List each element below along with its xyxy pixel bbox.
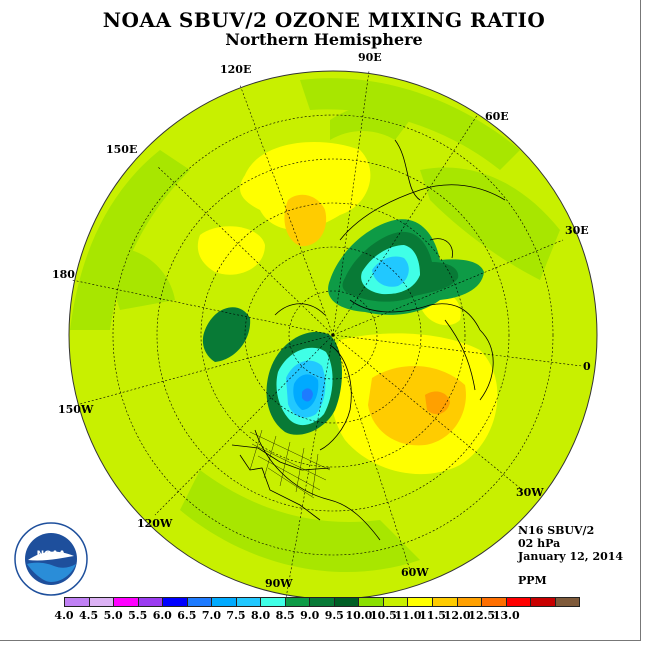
lon-label-150e: 150E (106, 143, 138, 156)
lon-label-30e: 30E (565, 224, 589, 237)
colorbar-cell (285, 598, 311, 606)
colorbar-cell (163, 598, 188, 606)
colorbar-tick-label: 4.0 (54, 609, 74, 622)
colorbar-tick-label: 6.5 (177, 609, 197, 622)
map-title: NOAA SBUV/2 OZONE MIXING RATIO (102, 8, 546, 32)
colorbar (64, 597, 580, 607)
colorbar-tick-label: 12.0 (443, 609, 471, 622)
lon-label-120w: 120W (137, 517, 173, 530)
colorbar-cell (138, 598, 164, 606)
state-borders (249, 429, 331, 499)
colorbar-tick-label: 10.0 (345, 609, 373, 622)
colorbar-cell (506, 598, 532, 606)
colorbar-cell (408, 598, 433, 606)
lon-label-120e: 120E (220, 63, 252, 76)
figure-frame (0, 0, 641, 641)
colorbar-cell (334, 598, 360, 606)
colorbar-cell (482, 598, 507, 606)
colorbar-cell (187, 598, 213, 606)
colorbar-tick-label: 11.5 (419, 609, 446, 622)
lon-label-150w: 150W (58, 403, 94, 416)
colorbar-tick-label: 6.0 (152, 609, 172, 622)
lon-label-60w: 60W (401, 566, 429, 579)
noaa-logo: NOAA (14, 522, 88, 596)
colorbar-cell (359, 598, 384, 606)
colorbar-tick-label: 7.5 (226, 609, 246, 622)
colorbar-cell (212, 598, 237, 606)
colorbar-cell (261, 598, 286, 606)
colorbar-cell (555, 598, 580, 606)
colorbar-cell (65, 598, 90, 606)
colorbar-cell (114, 598, 139, 606)
colorbar-tick-label: 4.5 (78, 609, 99, 622)
lon-label-30w: 30W (516, 486, 544, 499)
pressure-label: 02 hPa (518, 537, 561, 550)
lon-label-90e: 90E (358, 51, 382, 64)
lon-label-180: 180 (52, 268, 75, 281)
colorbar-cell (531, 598, 556, 606)
date-label: January 12, 2014 (518, 550, 624, 563)
colorbar-cell (236, 598, 262, 606)
colorbar-tick-label: 9.5 (324, 609, 344, 622)
colorbar-cell (457, 598, 483, 606)
colorbar-tick-label: 10.5 (370, 609, 397, 622)
colorbar-cell (383, 598, 409, 606)
map-subtitle: Northern Hemisphere (225, 30, 423, 49)
colorbar-tick-label: 9.0 (300, 609, 320, 622)
graticule (71, 70, 583, 599)
units-label: PPM (518, 574, 547, 587)
colorbar-tick-label: 5.0 (103, 609, 123, 622)
colorbar-tick-label: 7.0 (201, 609, 221, 622)
colorbar-tick-label: 11.0 (394, 609, 422, 622)
noaa-logo-text: NOAA (37, 550, 66, 560)
colorbar-tick-label: 13.0 (492, 609, 520, 622)
coastlines (231, 139, 506, 541)
colorbar-tick-label: 8.0 (250, 609, 271, 622)
colorbar-cell (89, 598, 115, 606)
lon-label-90w: 90W (265, 577, 293, 590)
colorbar-cell (432, 598, 458, 606)
lon-label-60e: 60E (485, 110, 509, 123)
colorbar-tick-label: 5.5 (128, 609, 148, 622)
colorbar-ticks: 4.0 4.5 5.0 5.5 6.0 6.5 7.0 7.5 8.0 8.5 9.0 9.5 10.0… (50, 609, 598, 625)
colorbar-tick-label: 8.5 (275, 609, 295, 622)
colorbar-tick-label: 12.5 (468, 609, 496, 622)
lon-label-0: 0 (583, 360, 591, 373)
satellite-label: N16 SBUV/2 (518, 524, 595, 537)
colorbar-cell (310, 598, 335, 606)
